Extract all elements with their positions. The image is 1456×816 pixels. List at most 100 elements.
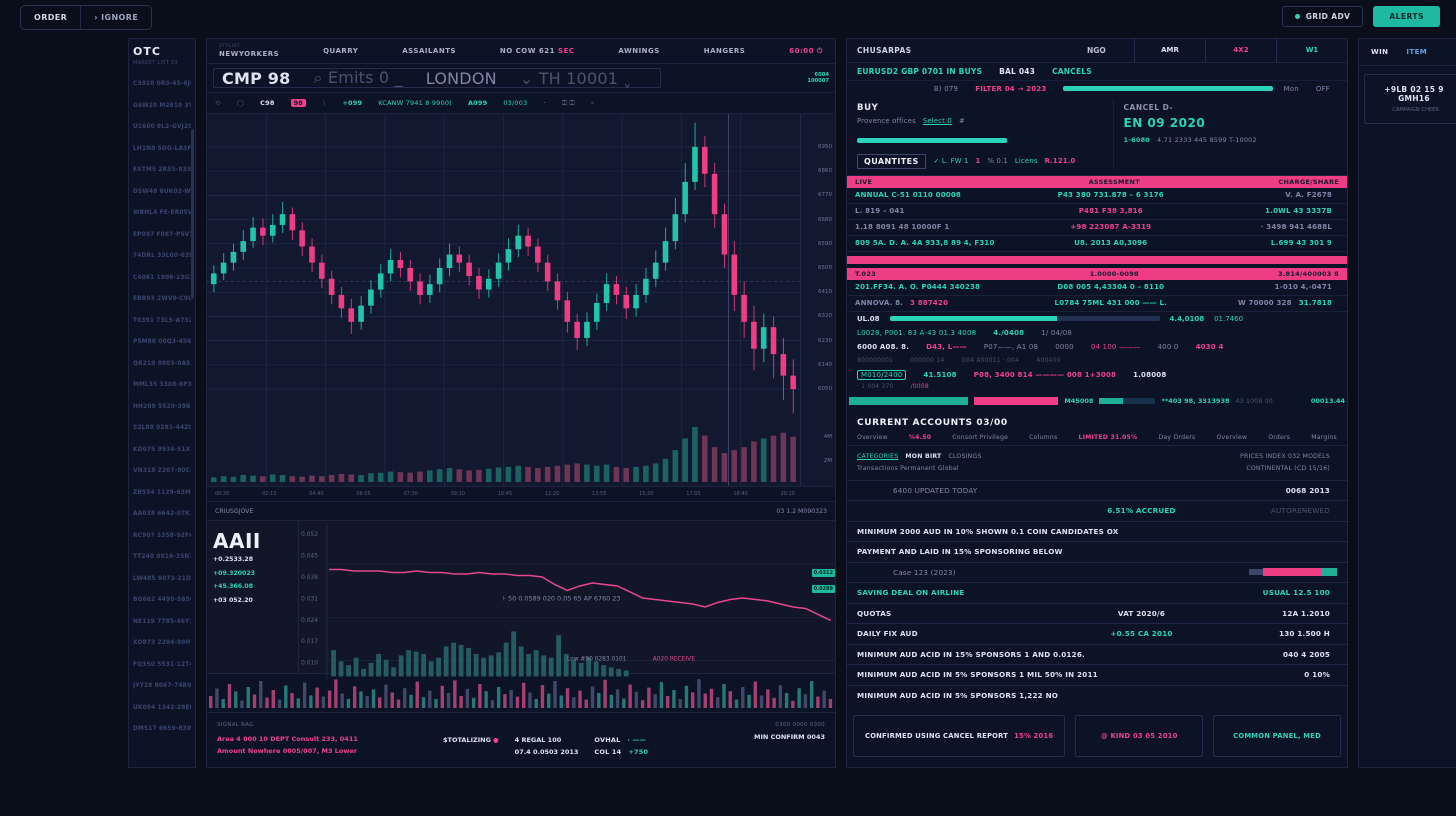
table-row[interactable]: ANNUAL C-51 0110 00008 P43 380 731.878 – … — [847, 188, 1347, 204]
text-segment: 0 10% — [1304, 670, 1330, 680]
table-row[interactable]: ANNOVA. 8. 3 887420 L0784 75ML 431 000 —— … — [847, 296, 1347, 312]
account-row[interactable]: 6.51% ACCRUED AUTORENEWED — [847, 500, 1347, 521]
account-row[interactable]: MINIMUM AUD ACID IN 5% SPONSORS 1 MIL 50… — [847, 664, 1347, 685]
watchlist-row[interactable]: BG662 4490-58S03 — [133, 597, 191, 603]
watchlist-row[interactable]: MML35 3308-8P301 — [133, 382, 191, 388]
text-segment[interactable]: 98 — [290, 99, 307, 107]
watchlist-row[interactable]: VN318 2207-80C44 — [133, 468, 191, 474]
text-segment: 6000 A08. 8. — [857, 342, 910, 351]
side-panel-tab[interactable]: ITEM — [1406, 48, 1428, 56]
watchlist-row[interactable]: XO873 2204-90H65 — [133, 640, 191, 646]
watchlist-row[interactable]: ZB554 1129-63M08 — [133, 489, 191, 496]
grid-adv-button[interactable]: GRID ADV — [1281, 6, 1364, 27]
watchlist-row[interactable]: T0391 73L5-A7323 — [133, 317, 191, 324]
side-panel-tab[interactable]: WIN — [1371, 48, 1389, 56]
performance-caption: · CAMPAIGN CHEER — [1388, 107, 1440, 113]
watchlist-row[interactable]: UK094 1342-28E06 — [133, 704, 191, 711]
watchlist-scrollbar[interactable] — [191, 129, 194, 299]
performance-card[interactable]: +9LB 02 15 9 GMH16 · CAMPAIGN CHEER — [1364, 74, 1456, 124]
volume-histogram[interactable] — [207, 674, 835, 713]
account-row[interactable]: MINIMUM 2000 AUD IN 10% SHOWN 0.1 COIN C… — [847, 520, 1347, 542]
watchlist-row[interactable]: G6W20 M2810 3Y1S3 — [133, 102, 191, 109]
chart-tab[interactable]: STYLIST NEWYORKERS — [219, 44, 280, 58]
text-segment[interactable]: ⌖ — [590, 98, 595, 107]
text-segment[interactable]: ⎅ ⎅ — [561, 98, 575, 107]
table-row[interactable]: 201.FF34. A. O. P0444 340238 D08 005 4,43… — [847, 280, 1347, 296]
text-segment: CANCELS — [1052, 66, 1092, 76]
watchlist-row[interactable]: P5M80 00Q3-45678 — [133, 339, 191, 345]
table-row[interactable]: L. 819 – 041 P481 F38 3,816 1.0WL 43 3337B — [847, 204, 1347, 220]
text-segment: 1/ 04/08 — [1041, 328, 1073, 337]
text-segment[interactable]: ⌄ TH 10001 ˬ — [519, 68, 632, 88]
watchlist-row[interactable]: EBB93 2WV0-C9L08 — [133, 296, 191, 302]
account-row[interactable]: SAVING DEAL ON AIRLINE USUAL 12.5 100 — [847, 582, 1347, 603]
chart-tab[interactable]: ASSAILANTS — [402, 47, 457, 55]
text-segment: CONFIRMED USING CANCEL REPORT — [865, 732, 1009, 740]
watchlist-row[interactable]: LH1N0 5OG-LA3F03 — [133, 145, 191, 152]
chart-tab[interactable]: 60:00 ⏻ — [789, 46, 823, 55]
text-segment[interactable]: ∖ — [322, 99, 327, 107]
text-segment[interactable]: KCANW 7941 8 9900( — [378, 99, 452, 107]
table-row[interactable]: 1.18 8091 48 10000F 1 +98 223087 A-3319 · … — [847, 220, 1347, 236]
text-segment[interactable]: C98 — [260, 99, 275, 107]
kind-date-button[interactable]: @ KIND 03 05 2010 — [1075, 715, 1204, 757]
text-segment[interactable]: +099 — [342, 99, 363, 107]
chart-tab[interactable]: NO COW 621 SEC — [499, 47, 575, 55]
account-row[interactable]: MINIMUM AUD ACID IN 15% SPONSORS 1 AND 0… — [847, 643, 1347, 665]
watchlist-row[interactable]: U1600 9L2-GVJ2Q0 — [133, 124, 191, 130]
watchlist-row[interactable]: KD075 9934-51X23 — [133, 446, 191, 453]
indicator-pane[interactable]: AAII +0.2533.28 +09.320023 +45.366.08 +03 0… — [207, 521, 835, 680]
watchlist-row[interactable]: DSW48 6UK02-W5A0 — [133, 188, 191, 195]
account-row[interactable]: DAILY FIX AUD +0.55 CA 2010 130 1.500 H — [847, 623, 1347, 644]
watchlist-row[interactable]: AA038 6642-07K19 — [133, 511, 191, 517]
account-row[interactable]: QUOTAS VAT 2020/6 12A 1.2010 — [847, 602, 1347, 624]
account-row[interactable]: MINIMUM AUD ACID IN 5% SPONSORS 1,222 NO — [847, 684, 1347, 706]
chart-tab[interactable]: QUARRY — [323, 47, 359, 55]
table-row[interactable]: 809 5A. D. A. 4A 933,8 89 4, F310 U8. 201… — [847, 236, 1347, 252]
watchlist-row[interactable]: EP097 F087-P5V73 — [133, 231, 191, 238]
watchlist-row[interactable]: TT240 0816-35N77 — [133, 554, 191, 560]
account-row[interactable]: PAYMENT AND LAID IN 15% SPONSORING BELOW — [847, 541, 1347, 562]
panel-tab[interactable]: W1 — [1276, 39, 1347, 62]
watchlist-row[interactable]: C3910 0R3-45-6J89 — [133, 81, 191, 87]
text-segment[interactable]: 03/003 — [503, 99, 528, 107]
text-segment[interactable]: CMP 98 — [222, 68, 291, 88]
watchlist-row[interactable]: LW485 9073-21D52 — [133, 575, 191, 582]
watchlist-row[interactable]: 74DRL 33L00-6399 — [133, 253, 191, 259]
watchlist-row[interactable]: WBHL4 FE-ER05V00 — [133, 210, 191, 216]
watchlist-row[interactable]: DM517 6659-83W22 — [133, 726, 191, 732]
chart-tab[interactable]: HANGERS — [703, 47, 746, 55]
watchlist-row[interactable]: RC907 3358-92F60 — [133, 532, 191, 539]
alerts-button[interactable]: ALERTS — [1373, 6, 1440, 27]
chart-tab[interactable]: AWNINGS — [618, 47, 660, 55]
common-panel-button[interactable]: COMMON PANEL, MED — [1213, 715, 1341, 757]
text-segment: 3 887420 — [910, 299, 949, 308]
text-segment[interactable]: ⌕ Emits 0 _ — [313, 68, 403, 87]
watchlist-row[interactable]: NE119 7785-46Y31 — [133, 618, 191, 625]
text-segment[interactable]: ◯ — [236, 99, 245, 107]
watchlist-row[interactable]: FQ350 5531-12T48 — [133, 661, 191, 668]
order-button[interactable]: ORDER — [21, 6, 80, 29]
panel-tab[interactable]: AMR — [1161, 46, 1179, 55]
watchlist-row[interactable]: EXTM5 2RS5-83343 — [133, 167, 191, 173]
quantity-field[interactable]: QUANTITES — [857, 153, 926, 169]
text-segment: MINIMUM AUD ACID IN 5% SPONSORS 1 MIL 50… — [857, 670, 1098, 680]
watchlist-row[interactable]: C4061 1906-23G35 — [133, 274, 191, 281]
text-segment: CLOSINGS — [948, 452, 982, 460]
watchlist-row[interactable]: HH209 5520-39B11 — [133, 403, 191, 410]
text-segment: %4.50 — [908, 433, 932, 441]
account-row[interactable]: Case 123 (2023) — [847, 561, 1347, 583]
watchlist-row[interactable]: QR210 8803-0A5D2 — [133, 360, 191, 367]
text-segment[interactable]: ⟲ — [215, 99, 221, 107]
text-segment[interactable]: A099 — [467, 99, 488, 107]
panel-tab[interactable]: 4X2 — [1205, 39, 1276, 62]
text-segment[interactable]: · — [543, 99, 546, 107]
text-segment: V. A. F2678 — [1285, 191, 1332, 200]
watchlist-row[interactable]: S2L88 0281-44Z05 — [133, 425, 191, 431]
confirm-report-button[interactable]: CONFIRMED USING CANCEL REPORT 15% 2016 — [853, 715, 1066, 757]
watchlist-row[interactable]: JY728 8067-74R90 — [133, 683, 191, 689]
account-row[interactable]: 6400 UPDATED TODAY 0068 2013 — [847, 481, 1347, 501]
candlestick-chart[interactable]: 6950 6860 6770 6680 6590 6500 6410 6320 6230 6140… — [207, 114, 835, 487]
ignore-button[interactable]: › IGNORE — [80, 6, 151, 29]
text-segment[interactable]: LONDON — [425, 68, 497, 88]
